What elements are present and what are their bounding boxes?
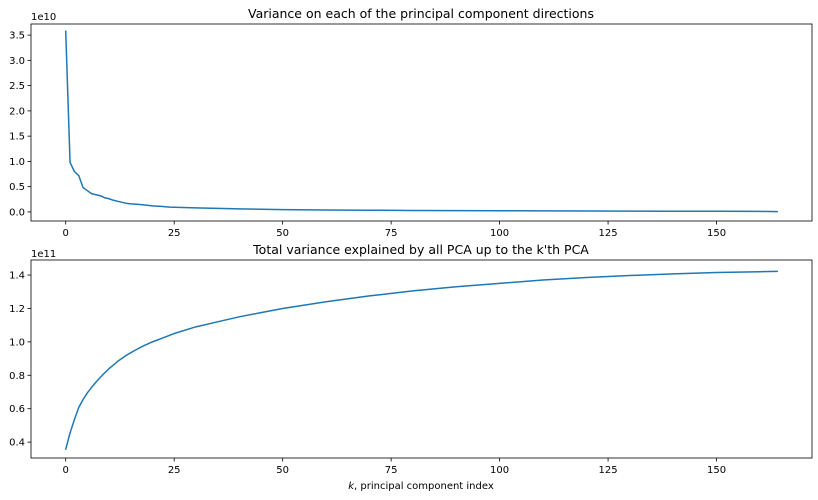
series-line — [64, 30, 779, 213]
y-axis-ticks: 0.0 0.5 1.0 1.5 2.0 2.5 3.0 3.5 — [9, 31, 31, 218]
x-tick-label: 100 — [490, 465, 509, 476]
y-tick-label: 0.4 — [9, 438, 25, 449]
x-axis-label-rest: , principal component index — [354, 481, 494, 492]
y-tick-label: 1.5 — [9, 132, 25, 143]
series-line — [64, 270, 779, 450]
x-tick-label: 50 — [276, 465, 289, 476]
panel-variance-per-component: Variance on each of the principal compon… — [9, 6, 813, 239]
y-tick-label: 3.5 — [9, 31, 25, 42]
y-tick-label: 0.5 — [9, 182, 25, 193]
chart-title: Variance on each of the principal compon… — [248, 6, 594, 21]
x-axis-label: k, principal component index — [348, 481, 494, 492]
x-axis-ticks: 0 25 50 75 100 125 150 — [63, 458, 726, 476]
y-tick-label: 1.0 — [9, 157, 25, 168]
x-tick-label: 125 — [599, 228, 618, 239]
x-tick-label: 25 — [168, 465, 181, 476]
x-tick-label: 150 — [707, 228, 726, 239]
plot-frame — [30, 23, 813, 222]
x-axis-ticks: 0 25 50 75 100 125 150 — [63, 221, 726, 239]
y-tick-label: 3.0 — [9, 56, 25, 67]
y-tick-label: 0.6 — [9, 404, 25, 415]
y-tick-label: 1.2 — [9, 304, 25, 315]
y-tick-label: 0.8 — [9, 371, 25, 382]
x-tick-label: 0 — [63, 228, 69, 239]
y-tick-label: 0.0 — [9, 207, 25, 218]
x-tick-label: 0 — [63, 465, 69, 476]
y-tick-label: 1.0 — [9, 337, 25, 348]
x-tick-label: 125 — [599, 465, 618, 476]
x-tick-label: 25 — [168, 228, 181, 239]
y-tick-label: 2.5 — [9, 81, 25, 92]
x-tick-label: 75 — [385, 465, 398, 476]
x-tick-label: 150 — [707, 465, 726, 476]
y-offset-label: 1e10 — [31, 12, 56, 23]
x-tick-label: 100 — [490, 228, 509, 239]
y-axis-ticks: 0.4 0.6 0.8 1.0 1.2 1.4 — [9, 271, 31, 449]
x-tick-label: 50 — [276, 228, 289, 239]
x-axis-label-variable: k — [348, 481, 355, 492]
plot-frame — [30, 259, 813, 459]
y-tick-label: 2.0 — [9, 106, 25, 117]
y-tick-label: 1.4 — [9, 271, 25, 282]
chart-title: Total variance explained by all PCA up t… — [252, 242, 589, 257]
panel-cumulative-variance: Total variance explained by all PCA up t… — [9, 242, 813, 492]
x-tick-label: 75 — [385, 228, 398, 239]
y-offset-label: 1e11 — [31, 249, 56, 260]
